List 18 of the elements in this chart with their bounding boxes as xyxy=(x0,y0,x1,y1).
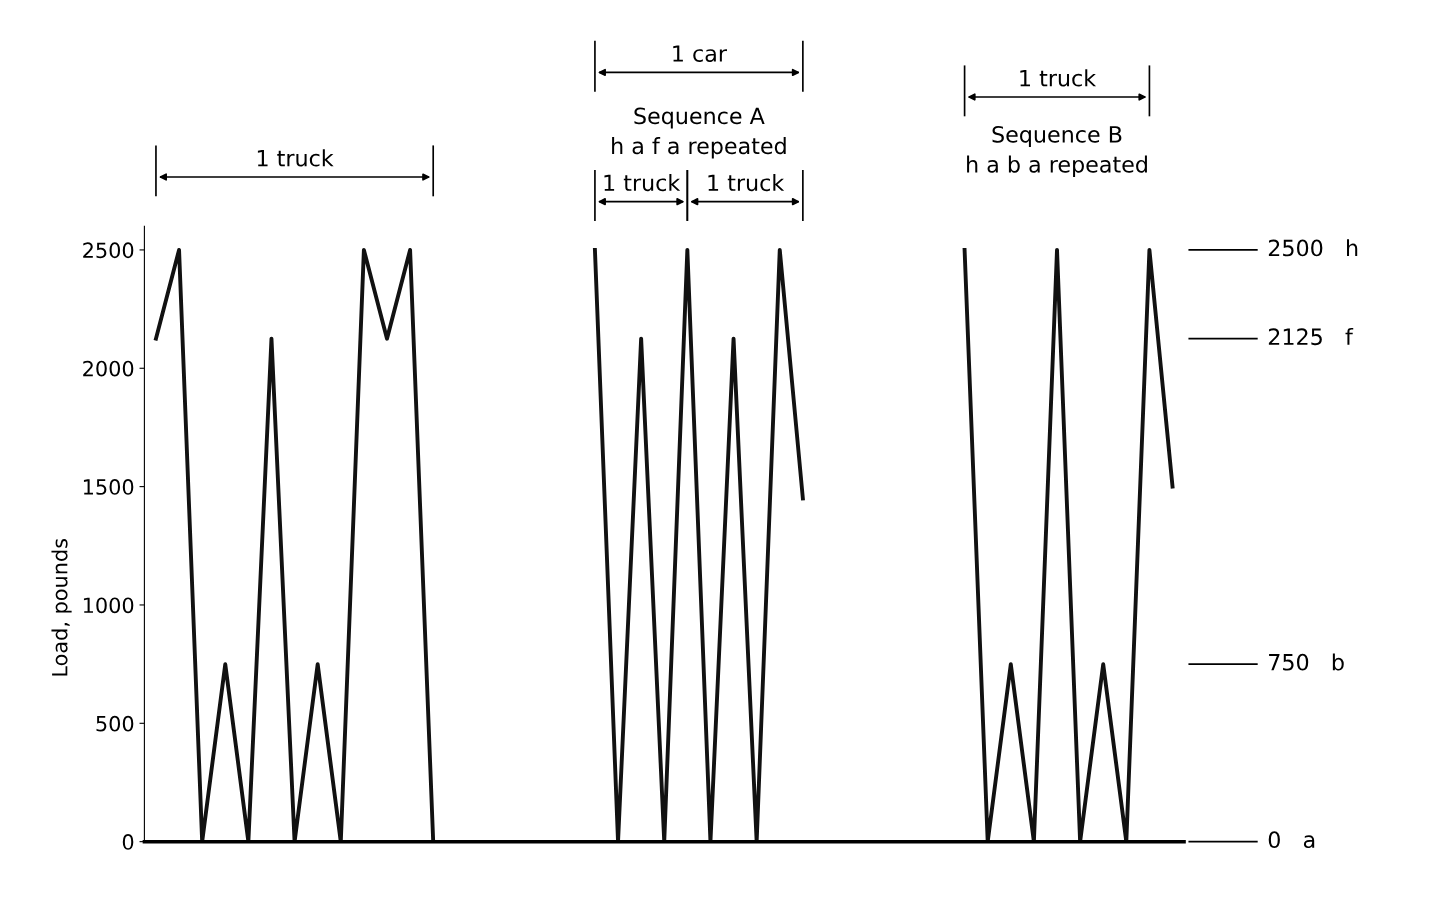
y-tick-label: 2500 xyxy=(83,242,134,259)
text: 2500 h xyxy=(1268,239,1358,257)
text: 1 truck xyxy=(708,173,785,192)
text: 1 car xyxy=(673,45,727,62)
text: Sequence A h a f a repeated xyxy=(612,107,786,159)
y-tick-label: 500 xyxy=(96,715,134,732)
y-tick-label: 0 xyxy=(122,834,134,850)
text: 1 truck xyxy=(604,173,681,192)
text: 1 truck xyxy=(1020,69,1097,87)
text: 750 b xyxy=(1269,653,1344,671)
text: Sequence B h a b a repeated xyxy=(967,125,1147,178)
text: 2125 f xyxy=(1268,327,1354,346)
text: 0 a xyxy=(1268,831,1315,849)
y-tick-label: 2000 xyxy=(83,360,134,377)
y-tick-label: 1000 xyxy=(83,597,134,614)
y-axis-title: Load, pounds xyxy=(51,538,72,676)
text: 1 truck xyxy=(257,149,334,167)
y-tick-label: 1500 xyxy=(83,479,134,495)
